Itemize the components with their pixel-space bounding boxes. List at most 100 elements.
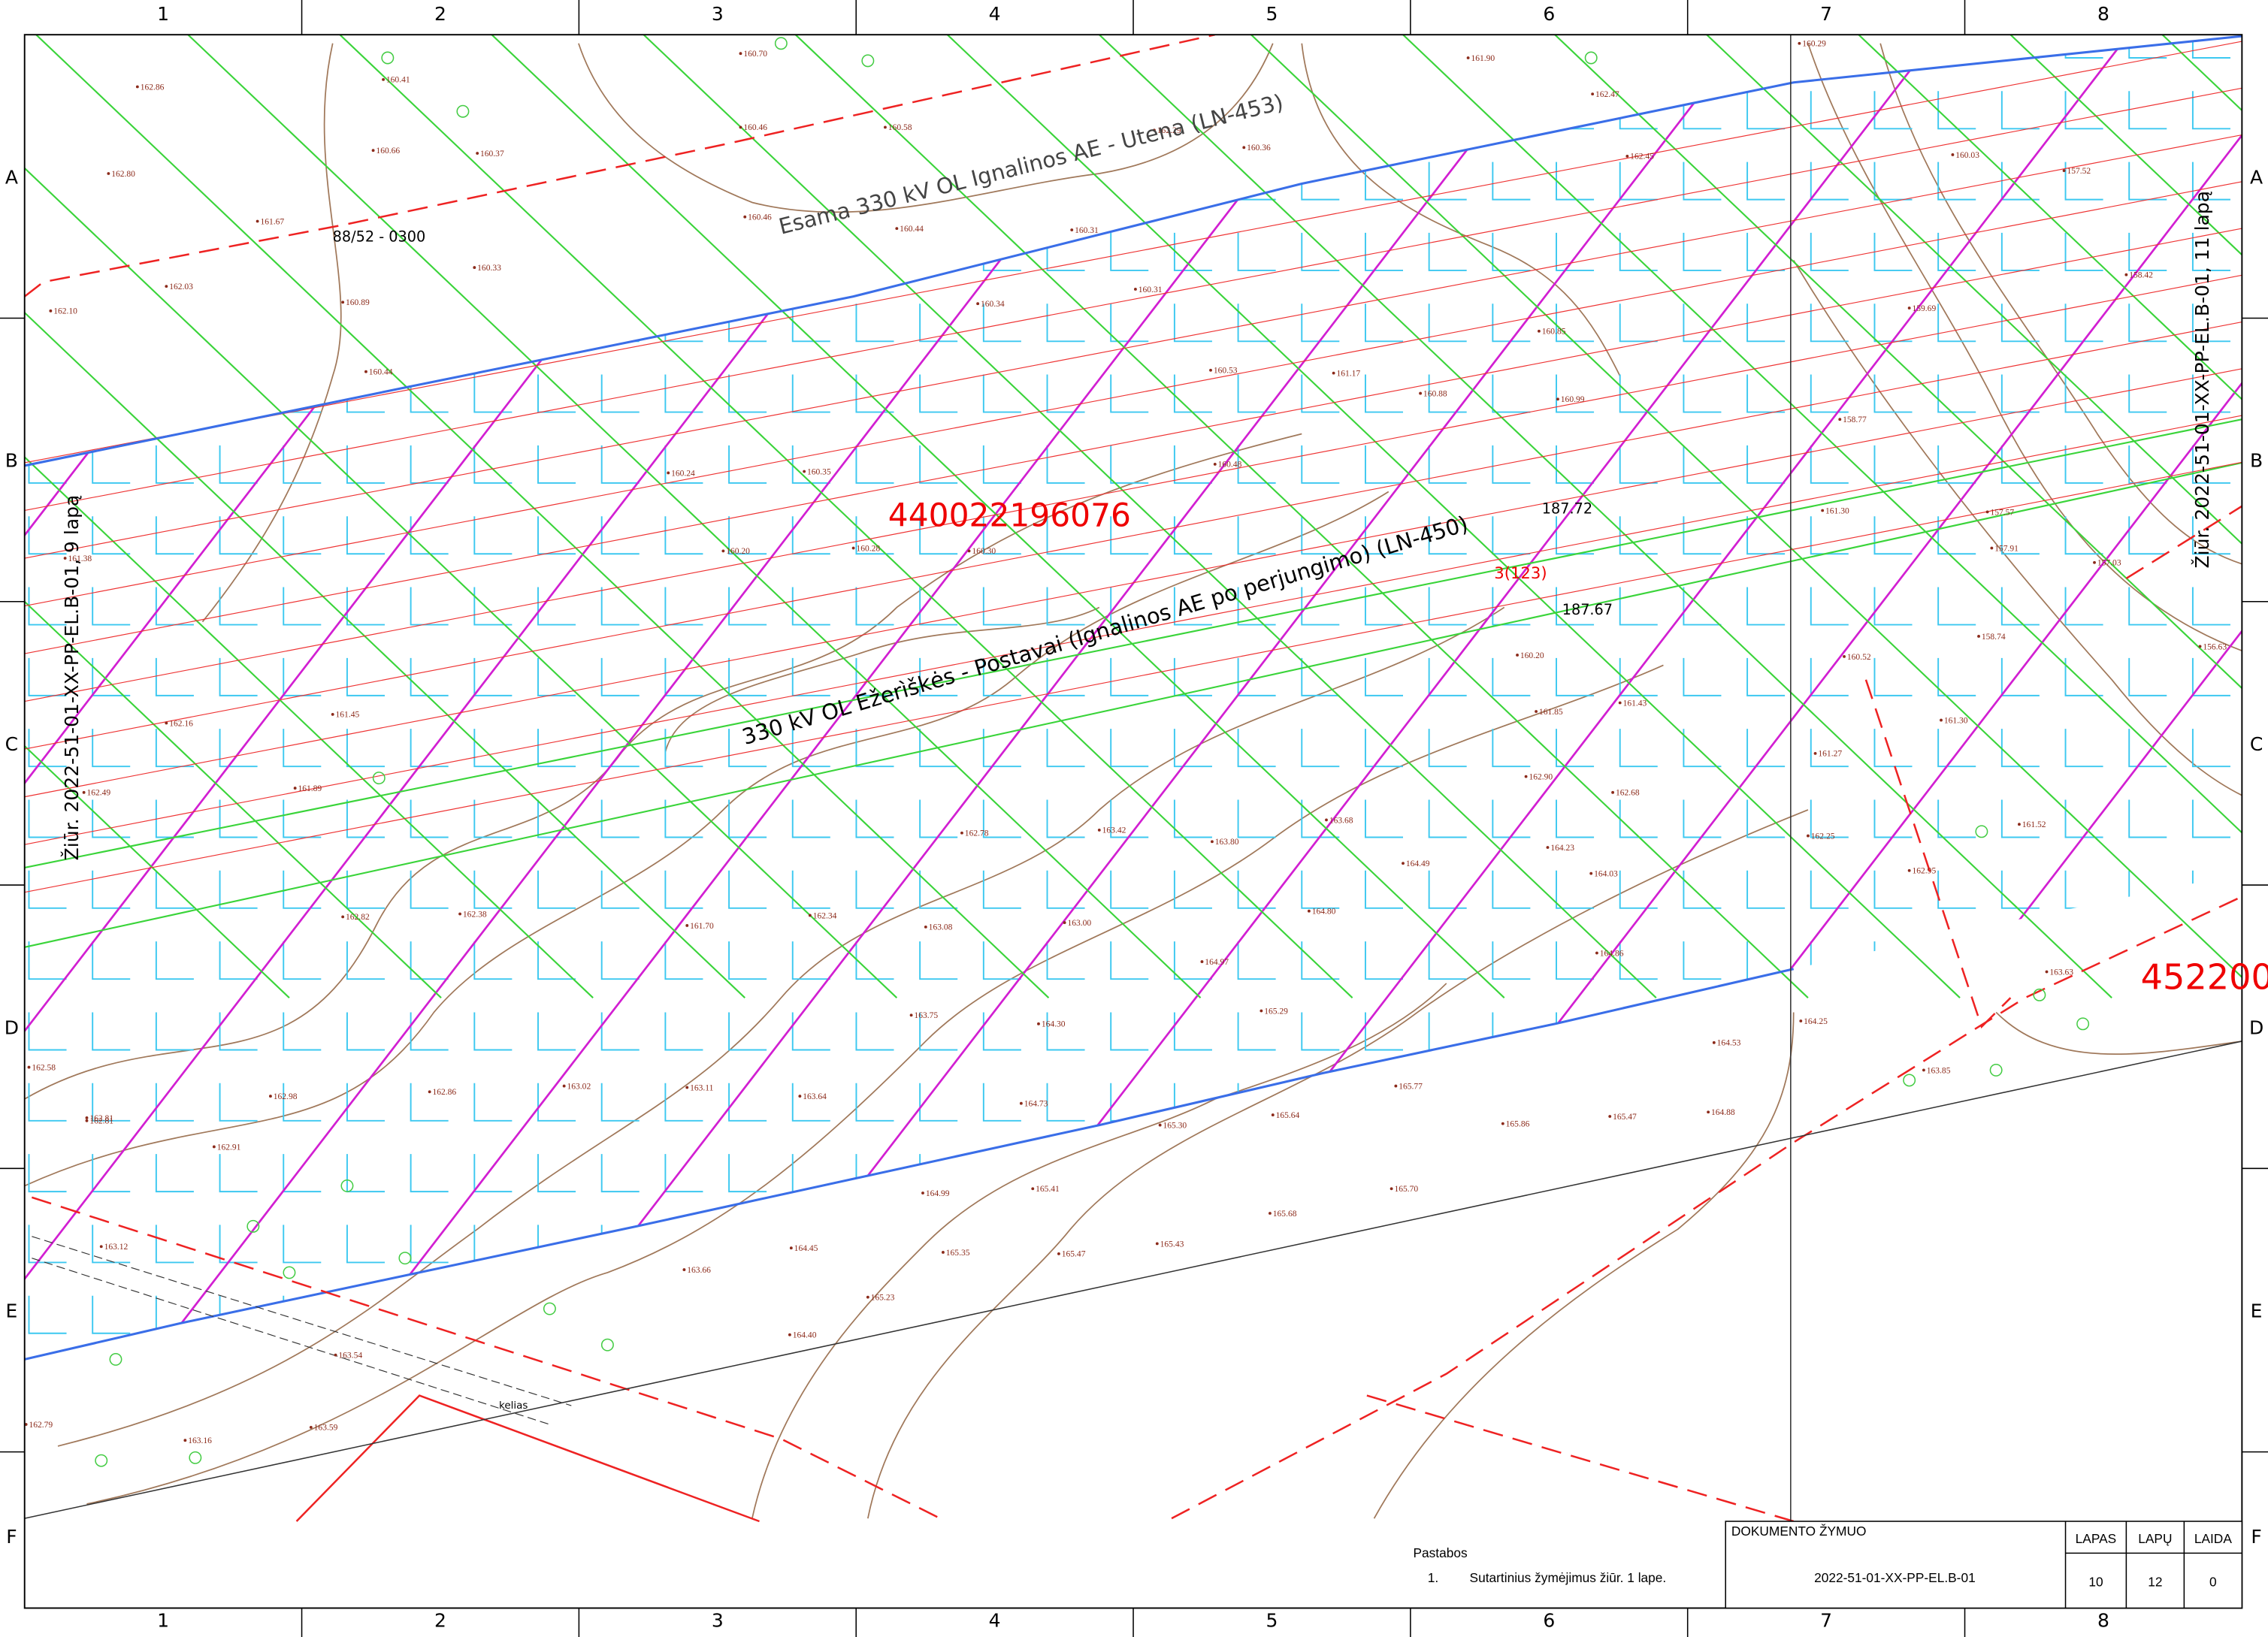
spot-height: 165.86 — [1506, 1120, 1530, 1129]
boundary-line — [467, 36, 1583, 1360]
land-symbol — [537, 445, 576, 484]
block-header: LAPŲ — [2138, 1531, 2172, 1546]
spot-height-point — [476, 152, 479, 155]
land-symbol — [728, 516, 767, 555]
land-symbol — [664, 587, 703, 626]
tree — [283, 1266, 296, 1279]
spot-height: 162.34 — [813, 911, 837, 920]
land-symbol — [664, 374, 703, 413]
spot-height: 160.31 — [1139, 285, 1163, 294]
tree — [398, 1252, 412, 1265]
spot-height-point — [967, 549, 971, 553]
land-symbol — [1556, 799, 1595, 838]
land-symbol — [2128, 587, 2167, 626]
spot-height: 163.16 — [188, 1436, 212, 1445]
land-symbol — [1556, 941, 1595, 980]
land-symbol — [919, 1012, 958, 1051]
spot-height-point — [27, 1065, 31, 1069]
land-symbol — [2000, 870, 2040, 909]
column-label: 5 — [1266, 1610, 1278, 1632]
land-symbol — [1492, 445, 1531, 484]
land-symbol — [283, 587, 322, 626]
land-symbol — [219, 941, 258, 980]
land-symbol — [855, 445, 894, 484]
spot-height-point — [1271, 1113, 1275, 1117]
land-symbol — [346, 1012, 385, 1051]
contour-line — [1373, 1012, 1795, 1519]
spot-height: 160.31 — [1075, 226, 1099, 235]
spot-height-point — [1153, 128, 1156, 132]
land-symbol — [1428, 445, 1467, 484]
spot-height-point — [1843, 654, 1846, 658]
spot-height: 163.11 — [690, 1083, 714, 1092]
spot-height: 163.68 — [1329, 816, 1353, 825]
power-line — [24, 274, 2242, 702]
tree — [543, 1302, 556, 1315]
land-symbol — [1619, 941, 1658, 980]
row-label: B — [5, 450, 18, 472]
land-symbol — [1619, 232, 1658, 271]
land-symbol — [1810, 445, 1849, 484]
land-symbol — [1173, 232, 1212, 271]
land-symbol — [919, 1083, 958, 1122]
spot-height-point — [1466, 56, 1470, 59]
spot-height: 164.86 — [1600, 949, 1624, 958]
land-symbol — [1492, 799, 1531, 838]
zone-line — [24, 600, 442, 998]
land-symbol — [1046, 1012, 1085, 1051]
spot-height: 161.30 — [1825, 506, 1849, 515]
spot-height-point — [667, 471, 670, 475]
land-symbol — [982, 1083, 1021, 1122]
land-symbol — [1492, 941, 1531, 980]
spot-height-point — [1269, 1212, 1272, 1215]
column-label: 8 — [2097, 1610, 2109, 1632]
land-symbol — [155, 1154, 194, 1193]
land-symbol — [537, 799, 576, 838]
land-symbol — [92, 870, 131, 909]
land-symbol — [2128, 799, 2167, 838]
spot-height-point — [1063, 921, 1066, 925]
land-symbol — [473, 1083, 513, 1122]
land-symbol — [1492, 657, 1531, 696]
land-symbol — [1619, 870, 1658, 909]
spot-height: 162.68 — [1616, 789, 1640, 798]
contour-line — [24, 491, 1390, 1187]
spot-height-point — [334, 1353, 337, 1357]
power-line — [24, 415, 2242, 845]
spot-height: 161.70 — [690, 922, 714, 931]
spot-height-point — [1242, 146, 1246, 150]
land-symbol — [1937, 232, 1976, 271]
zone-line — [794, 35, 1809, 998]
spot-height: 165.70 — [1394, 1185, 1418, 1194]
row-label: C — [2250, 733, 2263, 755]
spot-height-point — [458, 912, 461, 916]
land-symbol — [155, 1012, 194, 1051]
land-symbol — [791, 729, 830, 768]
land-symbol — [1937, 870, 1976, 909]
spot-height-point — [976, 302, 980, 306]
land-symbol — [1683, 941, 1722, 980]
land-symbol — [728, 1154, 767, 1193]
spot-height: 162.38 — [463, 910, 487, 919]
land-symbol — [600, 799, 640, 838]
spot-height-point — [1419, 391, 1423, 395]
land-symbol — [1173, 729, 1212, 768]
point-label: 187.72 — [1542, 500, 1592, 517]
land-symbol — [1301, 304, 1340, 343]
land-symbol — [28, 1083, 67, 1122]
column-label: 2 — [434, 1610, 446, 1632]
tree — [2076, 1017, 2090, 1031]
land-symbol — [537, 1012, 576, 1051]
land-symbol — [791, 1083, 830, 1122]
land-symbol — [1173, 587, 1212, 626]
spot-height: 161.90 — [1471, 54, 1495, 63]
spot-height-point — [942, 1251, 945, 1254]
zone-line — [24, 418, 2242, 868]
spot-height-point — [1209, 368, 1212, 372]
green-lines — [24, 35, 2242, 998]
spot-height-point — [269, 1095, 272, 1098]
land-symbol — [1683, 232, 1722, 271]
land-symbol — [346, 729, 385, 768]
land-symbol — [92, 799, 131, 838]
land-symbol — [1873, 799, 1913, 838]
